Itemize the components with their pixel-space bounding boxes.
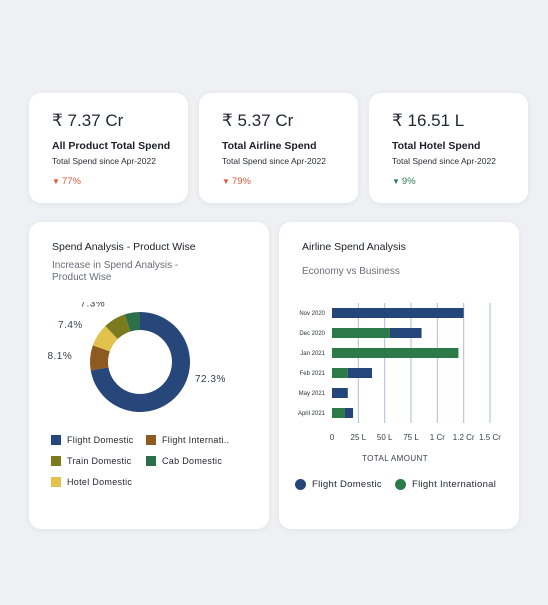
panel-subtitle-line: Product Wise: [52, 272, 112, 283]
legend-swatch: [51, 435, 61, 445]
kpi-delta-value: 77%: [61, 176, 81, 187]
x-tick-label: 1 Cr: [430, 433, 445, 442]
panel-subtitle: Increase in Spend Analysis - Product Wis…: [52, 260, 178, 284]
legend-label: Hotel Domestic: [67, 477, 133, 487]
kpi-title: All Product Total Spend: [52, 140, 171, 152]
donut-slice-label: 7.3%: [80, 302, 105, 310]
bar-chart: Nov 2020 Dec 2020 Jan 2021 Feb 2021 May 2021…: [298, 303, 501, 463]
kpi-delta-value: 9%: [401, 176, 416, 187]
kpi-subtitle: Total Spend since Apr-2022: [392, 156, 496, 166]
kpi-subtitle: Total Spend since Apr-2022: [52, 156, 156, 166]
panel-title: Airline Spend Analysis: [302, 241, 406, 253]
legend-label: Flight International: [412, 479, 497, 490]
legend-swatch: [395, 479, 406, 490]
donut-slice-label: 7.4%: [58, 320, 83, 331]
y-category-label: Dec 2020: [299, 331, 325, 337]
legend-swatch: [146, 435, 156, 445]
bar-segment[interactable]: [332, 408, 345, 418]
kpi-subtitle: Total Spend since Apr-2022: [222, 156, 326, 166]
y-category-label: May 2021: [299, 391, 326, 397]
kpi-delta-value: 79%: [231, 176, 251, 187]
kpi-amount: ₹ 5.37 Cr: [222, 111, 294, 130]
triangle-down-icon: ▼: [392, 177, 400, 186]
airline-spend-panel: Airline Spend Analysis Economy vs Busine…: [279, 222, 519, 529]
panel-subtitle: Economy vs Business: [302, 266, 400, 277]
kpi-delta: ▼ 79%: [222, 176, 251, 187]
bar-segment[interactable]: [332, 348, 459, 358]
kpi-title: Total Airline Spend: [222, 140, 317, 152]
bar-segment[interactable]: [389, 328, 422, 338]
bar-segment[interactable]: [332, 368, 348, 378]
legend-item-flight-domestic[interactable]: Flight Domestic: [295, 479, 382, 490]
bar-segment[interactable]: [332, 328, 390, 338]
y-category-label: Nov 2020: [299, 311, 325, 317]
donut-slice[interactable]: [124, 312, 140, 332]
donut-slice[interactable]: [92, 325, 118, 352]
kpi-card-airline: ₹ 5.37 Cr Total Airline Spend Total Spen…: [199, 93, 358, 203]
donut-slice[interactable]: [90, 345, 110, 371]
legend-label: Flight Internati..: [162, 435, 230, 445]
donut-slice[interactable]: [105, 314, 131, 339]
legend-item-flight-domestic[interactable]: Flight Domestic: [51, 435, 134, 445]
bar-segment[interactable]: [347, 368, 373, 378]
x-tick-label: 25 L: [351, 433, 367, 442]
legend-label: Cab Domestic: [162, 456, 223, 466]
kpi-card-hotel: ₹ 16.51 L Total Hotel Spend Total Spend …: [369, 93, 528, 203]
kpi-amount: ₹ 16.51 L: [392, 111, 465, 130]
bar-segment[interactable]: [332, 308, 464, 318]
donut-chart: 72.3%8.1%7.4%7.3%4.9%: [47, 302, 226, 412]
y-category-label: Jan 2021: [300, 351, 325, 357]
bar-segment[interactable]: [344, 408, 354, 418]
legend-item-hotel-domestic[interactable]: Hotel Domestic: [51, 477, 132, 487]
kpi-title: Total Hotel Spend: [392, 140, 481, 152]
x-axis-label: TOTAL AMOUNT: [362, 454, 428, 463]
spend-analysis-panel: Spend Analysis - Product Wise Increase i…: [29, 222, 269, 529]
y-category-label: Feb 2021: [300, 371, 326, 377]
x-tick-label: 0: [330, 433, 335, 442]
donut-slice[interactable]: [90, 312, 190, 412]
x-tick-label: 75 L: [403, 433, 419, 442]
kpi-amount: ₹ 7.37 Cr: [52, 111, 124, 130]
legend-swatch: [51, 477, 61, 487]
legend-item-flight-international[interactable]: Flight International: [395, 479, 496, 490]
donut-slice-label: 72.3%: [195, 374, 226, 385]
legend-swatch: [146, 456, 156, 466]
triangle-down-icon: ▼: [222, 177, 230, 186]
bar-segment[interactable]: [332, 388, 348, 398]
legend-label: Train Domestic: [67, 456, 132, 466]
legend-label: Flight Domestic: [67, 435, 134, 445]
legend-swatch: [51, 456, 61, 466]
legend-swatch: [295, 479, 306, 490]
panel-subtitle-line: Increase in Spend Analysis -: [52, 260, 179, 271]
kpi-card-all-product: ₹ 7.37 Cr All Product Total Spend Total …: [29, 93, 188, 203]
kpi-delta: ▼ 9%: [392, 176, 416, 187]
legend-item-cab-domestic[interactable]: Cab Domestic: [146, 456, 222, 466]
legend-item-train-domestic[interactable]: Train Domestic: [51, 456, 131, 466]
legend-item-flight-international[interactable]: Flight Internati..: [146, 435, 229, 445]
kpi-delta: ▼ 77%: [52, 176, 81, 187]
panel-title: Spend Analysis - Product Wise: [52, 241, 196, 253]
x-tick-label: 1.2 Cr: [453, 433, 475, 442]
y-category-label: April 2021: [298, 411, 326, 417]
x-tick-label: 50 L: [377, 433, 393, 442]
donut-slice-label: 8.1%: [47, 351, 72, 362]
x-tick-label: 1.5 Cr: [479, 433, 501, 442]
triangle-down-icon: ▼: [52, 177, 60, 186]
legend-label: Flight Domestic: [312, 479, 382, 490]
